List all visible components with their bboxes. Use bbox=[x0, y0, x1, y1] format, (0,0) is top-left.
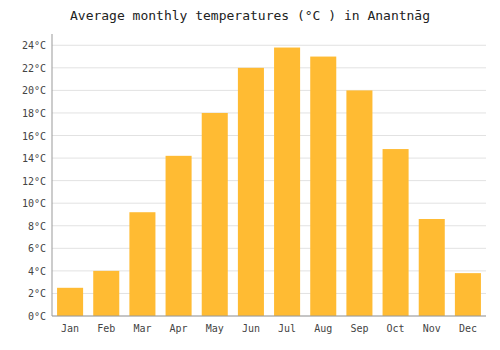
y-tick-label: 14°C bbox=[22, 153, 46, 164]
bar bbox=[383, 149, 409, 316]
grid-line bbox=[52, 316, 486, 317]
bars bbox=[57, 48, 481, 316]
bar bbox=[202, 113, 228, 316]
x-tick-label: Mar bbox=[133, 323, 151, 334]
bar bbox=[93, 271, 119, 316]
grid-line bbox=[52, 135, 486, 136]
y-tick-label: 16°C bbox=[22, 131, 46, 142]
x-tick-label: Aug bbox=[314, 323, 332, 334]
y-tick-label: 10°C bbox=[22, 198, 46, 209]
y-tick-label: 24°C bbox=[22, 40, 46, 51]
x-axis: Jan Feb Mar Apr May Jun Jul Aug Sep Oct Nov Dec bbox=[52, 316, 486, 334]
grid-line bbox=[52, 45, 486, 46]
bar bbox=[310, 57, 336, 316]
y-tick-label: 22°C bbox=[22, 63, 46, 74]
grid-line bbox=[52, 112, 486, 113]
bar bbox=[57, 288, 83, 316]
x-tick-label: Sep bbox=[350, 323, 368, 334]
y-tick-label: 12°C bbox=[22, 176, 46, 187]
x-tick-label: Dec bbox=[459, 323, 477, 334]
x-tick-label: May bbox=[206, 323, 224, 334]
x-tick-label: Jan bbox=[61, 323, 79, 334]
grid-line bbox=[52, 67, 486, 68]
y-tick-label: 8°C bbox=[28, 221, 46, 232]
bar bbox=[129, 212, 155, 316]
grid-line bbox=[52, 180, 486, 181]
bar bbox=[346, 90, 372, 316]
y-tick-label: 6°C bbox=[28, 243, 46, 254]
bar bbox=[419, 219, 445, 316]
grid-line bbox=[52, 90, 486, 91]
y-axis-line bbox=[52, 34, 53, 316]
y-tick-label: 18°C bbox=[22, 108, 46, 119]
x-tick-label: Apr bbox=[170, 323, 188, 334]
x-tick-label: Nov bbox=[423, 323, 441, 334]
bar bbox=[166, 156, 192, 316]
y-tick-label: 4°C bbox=[28, 266, 46, 277]
grid bbox=[52, 45, 486, 316]
grid-line bbox=[52, 203, 486, 204]
y-tick-label: 20°C bbox=[22, 85, 46, 96]
y-tick-label: 2°C bbox=[28, 288, 46, 299]
chart: Average monthly temperatures (°C ) in An… bbox=[0, 0, 500, 350]
x-tick-label: Jun bbox=[242, 323, 260, 334]
title: Average monthly temperatures (°C ) in An… bbox=[70, 8, 430, 23]
x-tick-label: Oct bbox=[387, 323, 405, 334]
x-tick-label: Feb bbox=[97, 323, 115, 334]
grid-line bbox=[52, 158, 486, 159]
y-axis: 0°C 2°C 4°C 6°C 8°C 10°C 12°C 14°C 16°C 18°C 20°C 2… bbox=[22, 34, 52, 322]
bar bbox=[455, 273, 481, 316]
bar bbox=[238, 68, 264, 316]
y-tick-label: 0°C bbox=[28, 311, 46, 322]
bar bbox=[274, 48, 300, 316]
x-axis-line bbox=[52, 316, 486, 317]
x-tick-label: Jul bbox=[278, 323, 296, 334]
